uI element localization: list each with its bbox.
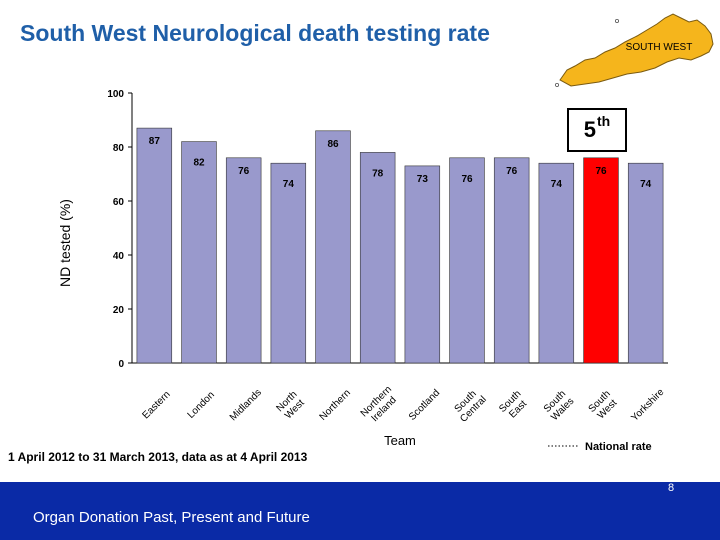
data-label: 73 [417,174,429,185]
x-tick-label: SouthWest [587,389,621,423]
bar [538,162,575,364]
footnote: 1 April 2012 to 31 March 2013, data as a… [8,450,308,464]
data-label: 74 [551,179,563,190]
data-label: 78 [372,168,384,179]
bar [583,157,619,364]
x-tick-label: NorthWest [274,389,307,422]
y-tick-label: 40 [113,251,125,262]
x-tick-label-line: Midlands [228,387,264,423]
data-label: 76 [461,174,473,185]
rank-suffix: th [597,113,611,129]
x-axis-title: Team [384,433,416,448]
data-label: 76 [238,166,250,177]
x-tick-label-line: Scotland [407,388,442,423]
bar [181,141,217,364]
data-label: 76 [595,166,607,177]
data-label: 86 [327,139,339,150]
x-tick-label: Yorkshire [629,386,666,423]
x-tick-label-line: London [186,390,217,421]
bar [315,130,351,364]
data-label: 87 [149,136,161,147]
bar-chart: 0 20 40 60 80 100 ND tested (%) 87 Eastern 82 Lond… [57,89,668,453]
data-label: 82 [193,158,205,169]
bar [449,157,485,364]
x-tick-label: Midlands [228,387,264,423]
south-west-map: SOUTH WEST [554,8,720,88]
x-tick-label: Northern [318,388,353,423]
data-label: 74 [640,179,652,190]
bar [493,157,530,364]
y-tick-label: 20 [113,305,125,316]
bar [404,165,441,364]
x-tick-label: Scotland [407,388,442,423]
x-tick-label: NorthernIreland [359,384,402,427]
legend-label: National rate [585,441,652,453]
footer-bar: Organ Donation Past, Present and Future … [0,482,720,540]
x-tick-label: SouthEast [497,389,531,423]
bar [270,162,307,364]
y-tick-label: 60 [113,197,125,208]
x-tick-label-line: Eastern [140,389,172,421]
y-axis-title: ND tested (%) [57,199,73,287]
data-label: 76 [506,166,518,177]
x-tick-label-line: Yorkshire [629,386,666,423]
slide-title: South West Neurological death testing ra… [20,20,490,46]
y-tick-label: 100 [107,89,124,100]
south-west-map-icon: SOUTH WEST [554,13,714,88]
bar [136,127,173,364]
x-tick-label: SouthWales [541,388,576,423]
x-tick-label: London [186,390,217,421]
x-tick-label: Eastern [140,389,172,421]
map-label: SOUTH WEST [626,42,693,53]
bar [627,162,664,364]
footer-title: Organ Donation Past, Present and Future [33,509,310,526]
y-tick-label: 0 [118,359,124,370]
rank-number: 5 [583,117,597,142]
x-tick-label-line: Northern [318,388,353,423]
bar [225,157,262,364]
x-tick-label: SouthCentral [450,386,488,424]
page-number: 8 [668,482,675,494]
y-tick-label: 80 [113,143,125,154]
data-label: 74 [283,179,295,190]
bar [359,152,396,364]
